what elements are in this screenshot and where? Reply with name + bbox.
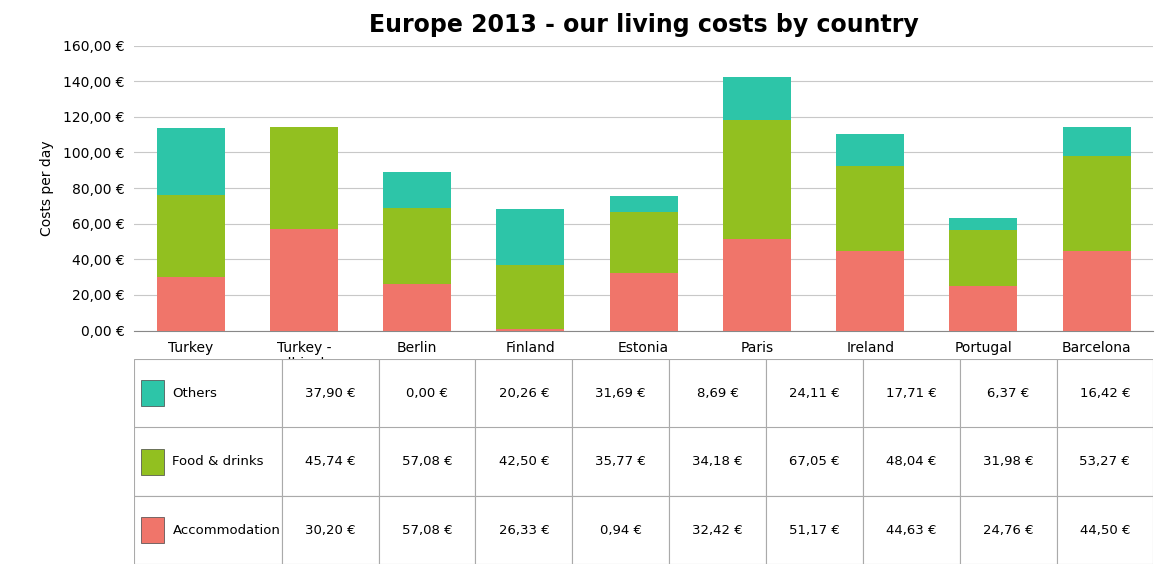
Bar — [141, 517, 163, 543]
Bar — [669, 428, 767, 496]
Text: 45,74 €: 45,74 € — [305, 455, 355, 468]
Bar — [134, 496, 282, 564]
Text: 42,50 €: 42,50 € — [499, 455, 549, 468]
Bar — [496, 329, 564, 331]
Bar — [134, 359, 282, 428]
Bar — [949, 230, 1017, 287]
Bar — [156, 196, 225, 277]
Bar — [863, 359, 960, 428]
Bar — [141, 449, 163, 475]
Title: Europe 2013 - our living costs by country: Europe 2013 - our living costs by countr… — [369, 13, 918, 36]
Text: 20,26 €: 20,26 € — [499, 387, 549, 400]
Bar — [836, 251, 904, 331]
Bar — [767, 359, 863, 428]
Bar — [270, 229, 338, 331]
Bar — [723, 77, 791, 120]
Bar — [723, 239, 791, 331]
Bar — [379, 496, 475, 564]
Bar — [960, 496, 1057, 564]
Text: 32,42 €: 32,42 € — [692, 524, 743, 536]
Bar — [282, 496, 379, 564]
Text: 34,18 €: 34,18 € — [692, 455, 743, 468]
Bar — [282, 359, 379, 428]
Text: 24,76 €: 24,76 € — [983, 524, 1033, 536]
Bar — [475, 359, 572, 428]
Bar — [379, 428, 475, 496]
Bar — [475, 496, 572, 564]
Bar — [572, 359, 669, 428]
Text: 0,94 €: 0,94 € — [600, 524, 642, 536]
Text: Accommodation: Accommodation — [172, 524, 281, 536]
Text: 53,27 €: 53,27 € — [1080, 455, 1130, 468]
Text: 67,05 €: 67,05 € — [789, 455, 840, 468]
Bar — [960, 359, 1057, 428]
Bar — [836, 134, 904, 165]
Text: 6,37 €: 6,37 € — [987, 387, 1029, 400]
Text: 31,98 €: 31,98 € — [983, 455, 1033, 468]
Bar — [383, 172, 451, 208]
Text: 37,90 €: 37,90 € — [305, 387, 355, 400]
Bar — [863, 496, 960, 564]
Bar — [767, 428, 863, 496]
Bar — [1057, 496, 1153, 564]
Bar — [496, 265, 564, 329]
Text: 17,71 €: 17,71 € — [885, 387, 937, 400]
Bar — [156, 128, 225, 196]
Bar — [723, 120, 791, 239]
Y-axis label: Costs per day: Costs per day — [41, 140, 55, 236]
Bar — [949, 287, 1017, 331]
Text: 31,69 €: 31,69 € — [595, 387, 647, 400]
Bar — [1062, 156, 1131, 251]
Bar — [669, 359, 767, 428]
Text: 8,69 €: 8,69 € — [697, 387, 739, 400]
Bar — [475, 428, 572, 496]
Bar — [141, 380, 163, 406]
Bar — [609, 273, 678, 331]
Text: 51,17 €: 51,17 € — [789, 524, 840, 536]
Text: 57,08 €: 57,08 € — [402, 455, 452, 468]
Text: Others: Others — [172, 387, 218, 400]
Bar — [383, 284, 451, 331]
Bar — [379, 359, 475, 428]
Bar — [1057, 428, 1153, 496]
Text: Food & drinks: Food & drinks — [172, 455, 264, 468]
Text: 57,08 €: 57,08 € — [402, 524, 452, 536]
Bar — [767, 496, 863, 564]
Bar — [383, 208, 451, 284]
Bar — [669, 496, 767, 564]
Bar — [863, 428, 960, 496]
Bar — [156, 277, 225, 331]
Bar — [572, 428, 669, 496]
Bar — [1062, 251, 1131, 331]
Text: 0,00 €: 0,00 € — [407, 387, 449, 400]
Text: 24,11 €: 24,11 € — [789, 387, 840, 400]
Text: 16,42 €: 16,42 € — [1080, 387, 1130, 400]
Text: 44,50 €: 44,50 € — [1080, 524, 1130, 536]
Bar — [270, 127, 338, 229]
Bar — [960, 428, 1057, 496]
Bar — [949, 218, 1017, 230]
Bar — [609, 212, 678, 273]
Text: 44,63 €: 44,63 € — [887, 524, 937, 536]
Text: 26,33 €: 26,33 € — [499, 524, 549, 536]
Bar — [609, 197, 678, 212]
Bar — [1062, 127, 1131, 156]
Text: 48,04 €: 48,04 € — [887, 455, 937, 468]
Bar — [282, 428, 379, 496]
Bar — [134, 428, 282, 496]
Bar — [496, 209, 564, 265]
Text: 35,77 €: 35,77 € — [595, 455, 647, 468]
Bar — [572, 496, 669, 564]
Bar — [836, 165, 904, 251]
Bar — [1057, 359, 1153, 428]
Text: 30,20 €: 30,20 € — [305, 524, 355, 536]
